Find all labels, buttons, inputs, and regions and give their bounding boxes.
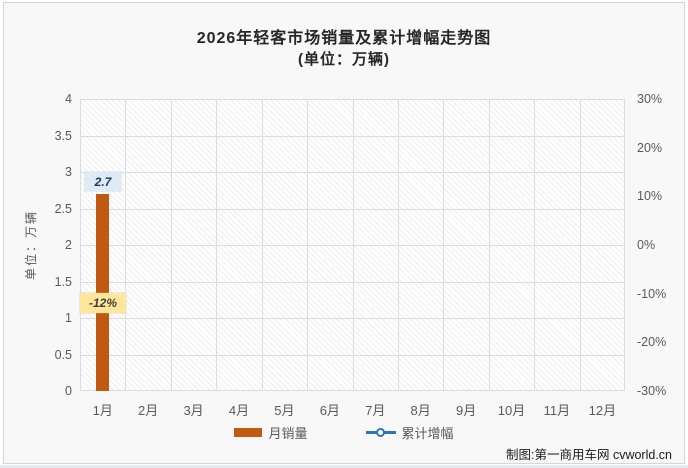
left-axis-tick: 3 bbox=[65, 165, 72, 179]
horizontal-gridline bbox=[80, 282, 625, 283]
x-axis-label: 11月 bbox=[543, 403, 571, 418]
right-axis-tick: -10% bbox=[637, 287, 667, 301]
left-axis-tick: 1 bbox=[65, 311, 72, 325]
bar-value-label: 2.7 bbox=[85, 172, 121, 191]
plot-area bbox=[80, 99, 625, 391]
bar-series-swatch bbox=[234, 427, 263, 437]
horizontal-gridline bbox=[80, 245, 625, 246]
legend: 月销量 累计增幅 bbox=[0, 423, 688, 441]
sales-bar bbox=[96, 194, 109, 391]
chart-title: 2026年轻客市场销量及累计增幅走势图 bbox=[196, 30, 492, 47]
x-axis-label: 10月 bbox=[497, 403, 526, 418]
left-axis-tick: 2.5 bbox=[54, 202, 72, 216]
right-axis-tick: 0% bbox=[637, 238, 656, 252]
x-axis-label: 5月 bbox=[274, 403, 295, 418]
x-axis-label: 3月 bbox=[183, 403, 204, 418]
left-axis-tick: 2 bbox=[65, 238, 72, 252]
horizontal-gridline bbox=[80, 318, 625, 319]
window-bottom-edge bbox=[0, 465, 688, 468]
legend-label-cumulative-growth: 累计增幅 bbox=[401, 425, 454, 441]
x-axis-label: 2月 bbox=[138, 403, 159, 418]
right-axis-tick: 30% bbox=[637, 92, 663, 106]
right-axis-tick: 10% bbox=[637, 189, 663, 203]
left-axis-tick: 0.5 bbox=[54, 348, 72, 362]
x-axis-label: 9月 bbox=[455, 403, 477, 418]
left-axis-tick: 0 bbox=[65, 384, 72, 398]
horizontal-gridline bbox=[80, 390, 625, 391]
x-axis-labels: 1月 2月 3月 4月 5月 6月 7月 8月 9月 10月 11月 12月 bbox=[80, 402, 625, 420]
horizontal-gridline bbox=[80, 99, 625, 100]
line-swatch-marker-icon bbox=[375, 427, 385, 437]
x-axis-label: 4月 bbox=[228, 403, 250, 418]
horizontal-gridline bbox=[80, 172, 625, 173]
horizontal-gridline bbox=[80, 209, 625, 210]
x-axis-label: 1月 bbox=[92, 403, 113, 418]
x-axis-label: 7月 bbox=[365, 403, 386, 418]
right-axis-tick: -30% bbox=[637, 384, 667, 398]
right-axis-tick: 20% bbox=[637, 141, 663, 155]
x-axis-label: 6月 bbox=[319, 403, 340, 418]
horizontal-gridline bbox=[80, 136, 625, 137]
right-axis-tick: -20% bbox=[637, 335, 667, 349]
legend-label-monthly-sales: 月销量 bbox=[268, 425, 308, 441]
x-axis-label: 12月 bbox=[588, 403, 617, 418]
left-axis-tick: 4 bbox=[65, 92, 72, 106]
left-axis-tick: 1.5 bbox=[54, 275, 72, 289]
horizontal-gridline bbox=[80, 355, 625, 356]
line-series-swatch bbox=[365, 427, 396, 437]
growth-value-label: -12% bbox=[80, 293, 126, 313]
legend-item-cumulative-growth: 累计增幅 bbox=[365, 423, 454, 442]
chart-subtitle: (单位：万辆) bbox=[298, 51, 390, 68]
x-axis-label: 8月 bbox=[410, 403, 431, 418]
left-axis-tick: 3.5 bbox=[54, 129, 72, 143]
legend-item-monthly-sales: 月销量 bbox=[234, 423, 308, 442]
source-credit: 制图:第一商用车网 cvworld.cn bbox=[506, 448, 672, 462]
